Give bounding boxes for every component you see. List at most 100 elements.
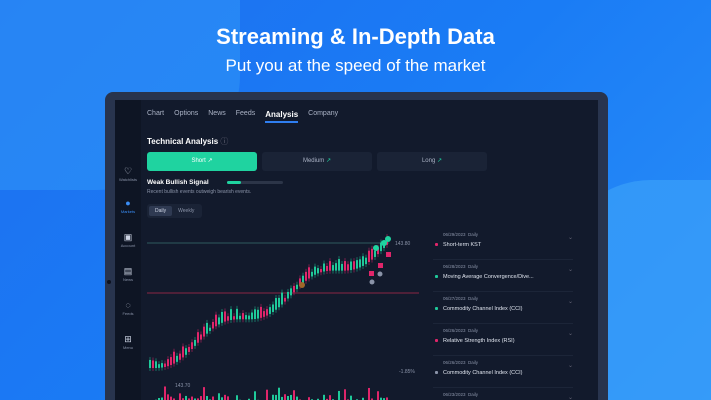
promo-subheadline: Put you at the speed of the market (225, 56, 486, 75)
event-marker[interactable] (299, 282, 305, 288)
price-chart[interactable]: 143.80 143.70 -1.85% (147, 228, 422, 400)
tab-company[interactable]: Company (308, 110, 339, 117)
candle (302, 275, 304, 284)
high-price-label: 143.80 (395, 241, 411, 247)
tab-feeds[interactable]: Feeds (235, 110, 256, 117)
event-item[interactable]: 06/29/2023 Daily Short-term KST ⌄ (433, 228, 573, 260)
volume-bar (326, 398, 328, 400)
event-item[interactable]: 06/28/2023 Daily Moving Average Convergen… (433, 260, 573, 292)
bullish-marker[interactable] (385, 236, 391, 242)
candle (353, 261, 355, 270)
bullish-marker[interactable] (373, 245, 379, 251)
tab-news[interactable]: News (208, 110, 226, 117)
candle (161, 363, 163, 368)
volume-bar (167, 394, 169, 400)
trend-up-icon: ↗ (207, 158, 213, 164)
period-weekly[interactable]: Weekly (178, 208, 195, 214)
candle (200, 334, 202, 340)
volume-bar (371, 398, 373, 400)
sidebar-item-markets[interactable]: ● Markets (115, 198, 141, 214)
grid-icon: ⊞ (124, 334, 132, 344)
event-name: Moving Average Convergence/Dive... (443, 274, 534, 280)
candle (260, 306, 262, 318)
term-medium-button[interactable]: Medium ↗ (262, 152, 372, 171)
candle (290, 288, 292, 296)
candle (269, 307, 271, 314)
low-price-label: 143.70 (175, 383, 191, 389)
candle (167, 359, 169, 367)
chevron-down-icon[interactable]: ⌄ (567, 235, 573, 241)
candle (188, 346, 190, 352)
candle (377, 247, 379, 255)
volume-bar (206, 396, 208, 400)
event-dot (435, 339, 438, 342)
volume-bar (368, 387, 370, 400)
candle (344, 261, 346, 271)
event-item[interactable]: 06/27/2023 Daily Commodity Channel Index … (433, 292, 573, 324)
neutral-marker[interactable] (377, 271, 383, 277)
info-icon[interactable]: ⓘ (220, 137, 229, 146)
candle (158, 364, 160, 368)
volume-bar (296, 396, 298, 400)
volume-bar (383, 398, 385, 400)
sidebar-item-feeds[interactable]: ◌ Feeds (115, 300, 141, 316)
candle (254, 309, 256, 320)
tab-analysis[interactable]: Analysis (265, 110, 299, 123)
candle (176, 355, 178, 362)
sidebar-item-menu[interactable]: ⊞ Menu (115, 334, 141, 350)
candlesticks (149, 234, 388, 372)
volume-bar (266, 389, 268, 400)
event-date: 06/26/2023 Daily (443, 328, 479, 333)
candle (209, 327, 211, 331)
chevron-down-icon[interactable]: ⌄ (567, 363, 573, 369)
sidebar-item-news[interactable]: ▤ News (115, 266, 141, 282)
neutral-marker[interactable] (369, 279, 375, 285)
signal-strength-bar (227, 181, 283, 184)
chevron-down-icon[interactable]: ⌄ (567, 299, 573, 305)
candle (164, 363, 166, 367)
tab-options[interactable]: Options (174, 110, 199, 117)
candle (308, 267, 310, 279)
sidebar-item-watchlists[interactable]: ♡ Watchlists (115, 166, 141, 182)
candle (179, 353, 181, 360)
bearish-marker[interactable] (369, 271, 374, 276)
chevron-down-icon[interactable]: ⌄ (567, 395, 573, 400)
signal-title: Weak Bullish Signal (147, 179, 209, 186)
candle (320, 269, 322, 273)
bearish-marker[interactable] (386, 252, 391, 257)
bearish-marker[interactable] (378, 263, 383, 268)
candle (152, 360, 154, 369)
candle (341, 263, 343, 271)
candle (350, 261, 352, 271)
event-item[interactable]: 06/23/2023 Daily ⌄ (433, 388, 573, 400)
chevron-down-icon[interactable]: ⌄ (567, 267, 573, 273)
candle (239, 315, 241, 320)
candle (245, 315, 247, 320)
term-short-button[interactable]: Short ↗ (147, 152, 257, 171)
event-item[interactable]: 06/26/2023 Daily Commodity Channel Index … (433, 356, 573, 388)
volume-bar (293, 390, 295, 400)
volume-bar (227, 396, 229, 400)
chevron-down-icon[interactable]: ⌄ (567, 331, 573, 337)
candle (317, 268, 319, 274)
trend-up-icon: ↗ (325, 158, 332, 164)
volume-bar (362, 397, 364, 400)
volume-bar (194, 398, 196, 400)
trend-up-icon: ↗ (437, 158, 443, 164)
tab-chart[interactable]: Chart (147, 110, 165, 117)
volume-bar (338, 390, 340, 400)
volume-bar (158, 398, 160, 400)
candle (278, 297, 280, 308)
period-daily[interactable]: Daily (149, 206, 173, 216)
bullish-marker[interactable] (381, 240, 387, 246)
term-long-button[interactable]: Long ↗ (377, 152, 487, 171)
volume-bar (179, 393, 181, 400)
event-item[interactable]: 06/26/2023 Daily Relative Strength Index … (433, 324, 573, 356)
signal-strength-fill (227, 181, 241, 184)
sidebar-item-account[interactable]: ▣ Account (115, 232, 141, 248)
candle (233, 316, 235, 320)
volume-bar (173, 398, 175, 400)
globe-icon: ● (125, 198, 131, 208)
promo-headline: Streaming & In-Depth Data (216, 24, 495, 49)
candle (275, 298, 277, 310)
